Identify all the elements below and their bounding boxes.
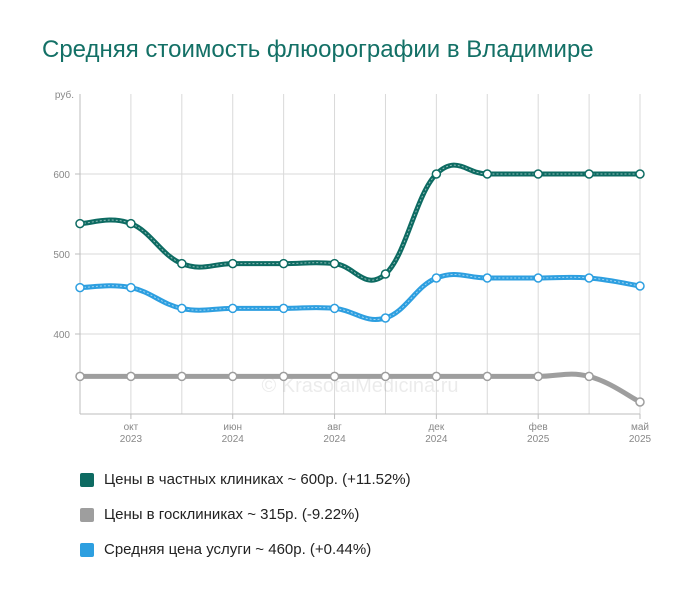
data-point-private <box>227 258 238 269</box>
data-point-public <box>278 371 289 382</box>
chart-legend: Цены в частных клиниках ~ 600р. (+11.52%… <box>80 462 411 567</box>
data-point-private <box>635 169 645 179</box>
data-point-public <box>584 371 594 382</box>
data-point-average <box>329 303 340 314</box>
data-point-average <box>227 303 238 314</box>
legend-item-average[interactable]: Средняя цена услуги ~ 460р. (+0.44%) <box>80 532 411 567</box>
series-public <box>75 371 645 407</box>
x-tick-label-month: июн <box>223 422 242 433</box>
data-point-average <box>278 303 289 314</box>
x-tick-label-year: 2024 <box>222 434 245 445</box>
data-point-average <box>533 273 543 283</box>
data-point-public <box>380 371 391 382</box>
data-point-public <box>431 371 442 382</box>
data-point-public <box>329 371 340 382</box>
legend-swatch-public <box>80 507 94 522</box>
data-point-average <box>584 273 594 283</box>
chart-title: Средняя стоимость флюорографии в Владими… <box>42 36 594 63</box>
y-tick-label: 400 <box>53 330 70 341</box>
y-tick-label: 500 <box>53 250 70 261</box>
x-tick-label-year: 2024 <box>425 434 448 445</box>
data-point-average <box>126 282 136 293</box>
watermark: © KrasotaiMedicina.ru <box>261 375 458 397</box>
data-point-public <box>482 371 493 382</box>
series-line-public <box>77 371 643 405</box>
data-point-average <box>635 281 645 291</box>
series-line-average <box>77 271 643 322</box>
x-tick-label-year: 2024 <box>323 434 346 445</box>
data-point-average <box>431 273 442 283</box>
data-point-public <box>126 371 136 382</box>
legend-label-private: Цены в частных клиниках ~ 600р. (+11.52%… <box>104 471 411 488</box>
legend-label-public: Цены в госклиниках ~ 315р. (-9.22%) <box>104 506 360 523</box>
data-point-average <box>75 282 85 293</box>
series-private <box>75 162 645 283</box>
series-average <box>75 271 645 323</box>
legend-label-average: Средняя цена услуги ~ 460р. (+0.44%) <box>104 541 372 558</box>
data-point-average <box>177 303 187 314</box>
x-tick-label-month: фев <box>529 421 548 433</box>
legend-item-private[interactable]: Цены в частных клиниках ~ 600р. (+11.52%… <box>80 462 411 497</box>
x-tick-label-year: 2023 <box>120 434 143 445</box>
data-point-private <box>584 169 594 179</box>
data-point-average <box>482 273 493 283</box>
x-tick-label-month: май <box>631 422 649 433</box>
data-point-private <box>177 258 187 269</box>
x-tick-label-month: окт <box>124 422 139 433</box>
series-line-private <box>77 162 643 283</box>
data-point-private <box>482 169 493 179</box>
data-point-private <box>75 218 85 229</box>
series-line-texture-average <box>79 273 641 320</box>
data-point-public <box>227 371 238 382</box>
data-point-public <box>177 371 187 382</box>
data-point-private <box>431 169 442 179</box>
data-point-private <box>533 169 543 179</box>
x-tick-label-year: 2025 <box>527 434 550 445</box>
legend-swatch-average <box>80 542 94 557</box>
series-line-texture-private <box>79 164 640 281</box>
data-point-public <box>635 397 645 407</box>
y-axis-unit-label: руб. <box>55 89 74 101</box>
x-tick-label-year: 2025 <box>629 434 652 445</box>
x-tick-label-month: авг <box>327 422 342 433</box>
data-point-public <box>533 371 543 382</box>
line-chart: руб.400500600окт2023июн2024авг2024дек202… <box>53 89 652 445</box>
data-point-average <box>380 313 391 323</box>
data-point-public <box>75 371 85 382</box>
legend-item-public[interactable]: Цены в госклиниках ~ 315р. (-9.22%) <box>80 497 411 532</box>
data-point-private <box>329 258 340 269</box>
x-tick-label-month: дек <box>428 422 444 433</box>
data-point-private <box>126 218 136 229</box>
data-point-private <box>278 258 289 269</box>
data-point-private <box>380 269 391 279</box>
y-tick-label: 600 <box>53 170 70 181</box>
legend-swatch-private <box>80 472 94 487</box>
